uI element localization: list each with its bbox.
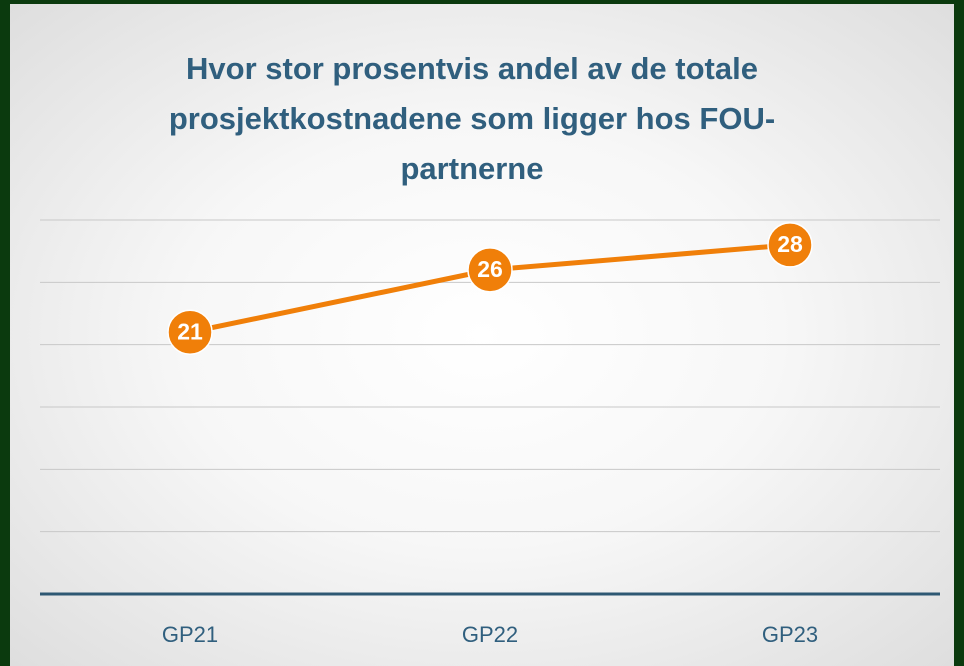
x-tick-label: GP21	[162, 622, 218, 647]
data-point	[467, 247, 513, 293]
data-label: 26	[477, 256, 503, 282]
x-tick-label: GP22	[462, 622, 518, 647]
chart-panel	[10, 4, 954, 666]
data-label: 21	[177, 318, 203, 344]
data-label: 28	[777, 231, 803, 257]
data-point	[767, 222, 813, 268]
data-point	[167, 309, 213, 355]
x-tick-label: GP23	[762, 622, 818, 647]
chart-title: Hvor stor prosentvis andel av de totale …	[168, 51, 776, 186]
